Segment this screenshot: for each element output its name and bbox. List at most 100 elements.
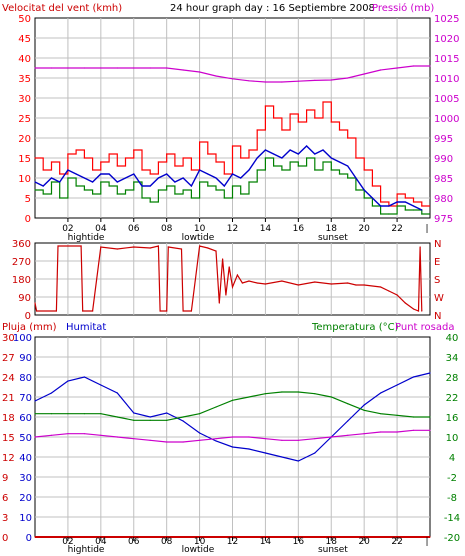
data-point-mean	[404, 201, 406, 203]
y-left-tick-label: 80	[19, 373, 32, 384]
series-average	[35, 157, 430, 215]
data-point-mean	[34, 181, 36, 183]
data-point-humidity	[231, 446, 234, 448]
data-point-gust	[108, 153, 110, 155]
data-point-direction	[215, 250, 217, 252]
rain-tick-label: 9	[2, 473, 8, 484]
rain-tick-label: 3	[2, 513, 8, 524]
y-right-tick-label: 34	[446, 353, 459, 364]
data-point-mean	[92, 181, 94, 183]
y-right-tick-label: 1010	[434, 74, 459, 85]
data-point-direction	[222, 258, 224, 260]
y-right-tick-label: 990	[434, 154, 453, 165]
data-point-temperature	[231, 399, 234, 401]
data-point-average	[198, 181, 201, 183]
data-point-mean	[83, 177, 85, 179]
data-point-pressure	[264, 81, 267, 83]
y-right-tick-label: S	[434, 275, 440, 286]
data-point-temperature	[264, 393, 267, 395]
data-point-direction	[182, 310, 184, 312]
y-left-tick-label: 90	[18, 293, 31, 304]
data-point-humidity	[50, 392, 53, 394]
data-point-direction	[149, 247, 151, 249]
rain-tick-label: 27	[2, 353, 15, 364]
data-point-dewpoint	[396, 431, 398, 433]
data-point-humidity	[182, 420, 184, 422]
data-point-pressure	[347, 77, 349, 79]
data-point-gust	[83, 157, 85, 159]
data-point-direction	[190, 310, 192, 312]
data-point-pressure	[149, 67, 151, 69]
data-point-mean	[166, 173, 168, 175]
data-point-average	[396, 205, 398, 207]
data-point-pressure	[83, 67, 85, 69]
data-point-gust	[166, 153, 168, 155]
data-point-direction	[82, 310, 84, 312]
data-point-temperature	[198, 413, 201, 415]
direction-series	[34, 245, 423, 312]
data-point-average	[59, 197, 61, 199]
data-point-mean	[289, 149, 291, 151]
data-point-gust	[190, 169, 192, 171]
y-left-tick-label: 50	[19, 433, 32, 444]
data-point-direction	[159, 310, 161, 312]
data-point-mean	[380, 205, 382, 207]
data-point-pressure	[248, 80, 250, 82]
data-point-gust	[240, 157, 242, 159]
data-point-pressure	[67, 67, 69, 69]
data-point-average	[124, 189, 127, 191]
data-point-mean	[297, 153, 299, 155]
data-point-pressure	[166, 67, 168, 69]
x-marker-label: hightide	[68, 545, 105, 555]
data-point-average	[75, 185, 77, 187]
data-point-temperature	[330, 396, 332, 398]
y-left-tick-label: 360	[12, 239, 31, 250]
data-point-direction	[92, 310, 94, 312]
x-marker-label: sunset	[318, 545, 348, 555]
data-point-mean	[157, 177, 160, 179]
data-point-gust	[363, 169, 365, 171]
data-point-mean	[207, 173, 209, 175]
y-left-tick-label: 30	[18, 94, 31, 105]
rain-tick-label: 21	[2, 393, 15, 404]
data-point-average	[371, 205, 373, 207]
data-point-mean	[174, 181, 176, 183]
data-point-humidity	[396, 384, 398, 386]
y-left-tick-label: 90	[19, 353, 32, 364]
data-point-dewpoint	[264, 438, 267, 440]
data-point-humidity	[363, 404, 365, 406]
data-point-dewpoint	[100, 434, 102, 436]
data-point-mean	[322, 149, 324, 151]
data-point-average	[281, 169, 283, 171]
data-point-gust	[256, 129, 258, 131]
data-point-mean	[42, 185, 44, 187]
data-point-pressure	[330, 79, 332, 81]
data-point-humidity	[116, 392, 118, 394]
temperature-label: Temperatura (°C)	[311, 322, 399, 333]
data-point-pressure	[396, 67, 398, 69]
data-point-average	[322, 161, 324, 163]
data-point-gust	[124, 157, 127, 159]
temperature-tick-labels: 0 10 20 30 40 50 60 70 80 90 100 0 3 6 9 12 15 18 21 24 27 30…	[2, 333, 460, 544]
x-tick-label: 18	[326, 224, 338, 234]
x-tick-label: 22	[391, 537, 402, 547]
data-point-direction	[421, 310, 423, 312]
x-tick-label: 02	[62, 224, 73, 234]
data-point-dewpoint	[133, 438, 135, 440]
data-point-average	[289, 161, 291, 163]
data-point-average	[133, 181, 135, 183]
data-point-dewpoint	[215, 438, 217, 440]
y-left-tick-label: 40	[19, 453, 32, 464]
data-point-humidity	[215, 440, 217, 442]
data-point-mean	[133, 173, 135, 175]
data-point-average	[347, 177, 349, 179]
data-point-mean	[116, 181, 118, 183]
data-point-gust	[157, 161, 160, 163]
data-point-direction	[80, 245, 82, 247]
rain-tick-label: 6	[2, 493, 8, 504]
data-point-temperature	[281, 391, 283, 393]
y-left-tick-label: 45	[18, 34, 31, 45]
data-point-pressure	[363, 73, 365, 75]
x-tick-labels: 02 04 06 08 10 12 14 16 18 20 22 hightide lowtide sun…	[62, 218, 429, 555]
